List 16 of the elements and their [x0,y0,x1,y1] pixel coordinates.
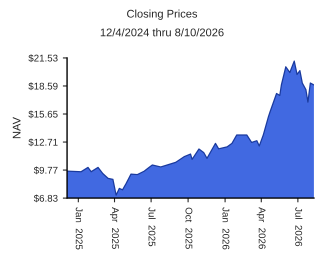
y-tick-label: $6.83 [34,194,58,202]
y-tick-label: $9.77 [34,166,58,174]
x-tick-label: Jan 2025 [76,207,83,250]
y-tick-label: $21.53 [28,54,58,62]
chart-subtitle: 12/4/2024 thru 8/10/2026 [100,28,224,36]
chart-title: Closing Prices [127,10,198,20]
y-tick-label: $18.59 [28,82,58,90]
x-tick-label: Jan 2026 [222,207,230,250]
y-tick-label: $15.65 [28,110,58,118]
x-tick-label: Jul 2026 [295,207,302,246]
x-tick-label: Apr 2025 [110,207,119,249]
x-tick-label: Apr 2026 [256,207,266,249]
y-tick-label: $12.71 [28,138,58,146]
y-axis-title: NAV [12,117,20,138]
x-tick-label: Oct 2025 [185,208,192,249]
x-tick-label: Jul 2025 [148,207,156,246]
